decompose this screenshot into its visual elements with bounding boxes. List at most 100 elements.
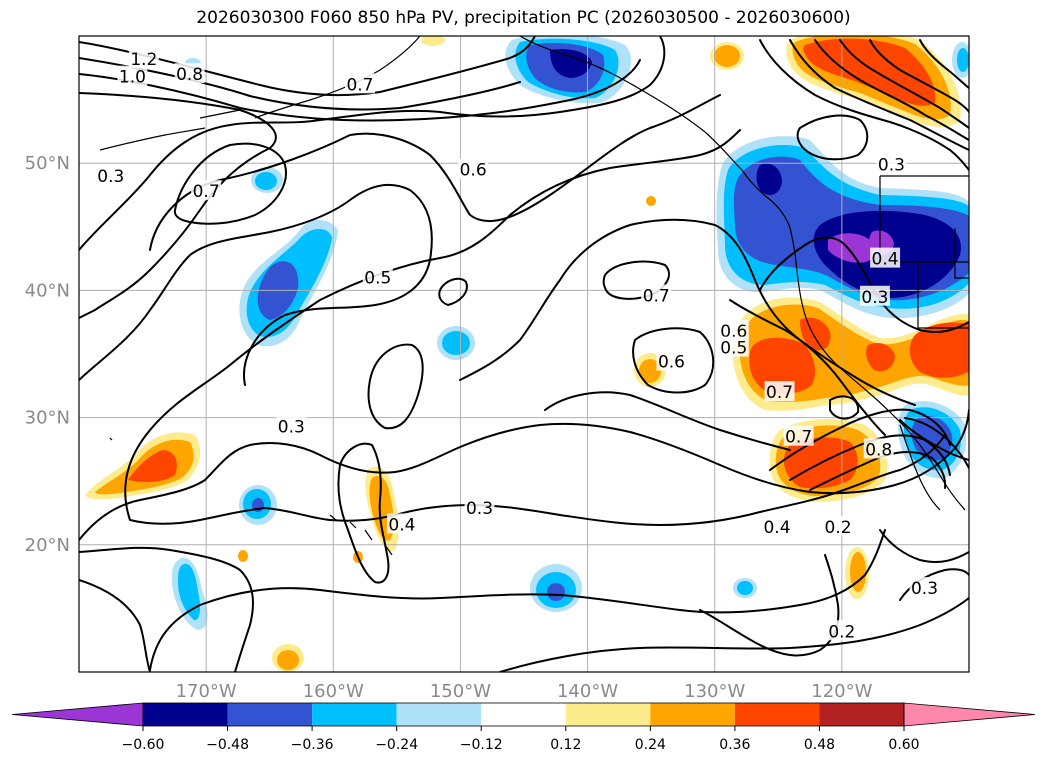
- precip-positive-area: [277, 650, 299, 670]
- contour-label: 0.2: [823, 515, 854, 538]
- contour-label-text: 0.5: [720, 339, 747, 359]
- contour-label-bg: [95, 164, 126, 185]
- pv-contour-line: [79, 57, 521, 111]
- pv-contour-line: [149, 94, 721, 251]
- contour-label-bg: [823, 515, 854, 536]
- contour-label-bg: [718, 320, 749, 341]
- precip-negative-area: [547, 583, 565, 601]
- contour-label-bg: [458, 158, 489, 179]
- contour-label-text: 0.6: [460, 161, 487, 181]
- colorbar-tick-label: 0.24: [635, 737, 666, 753]
- precip-positive-area: [238, 550, 248, 562]
- pv-contour-line: [699, 554, 840, 657]
- contour-labels: 1.21.0 0.8 0.7 0.3 0.7 0.6 0.5 0.7 0.6 0.5 0.3 0.3 0…: [95, 47, 940, 642]
- colorbar-labels: −0.60 −0.48 −0.36 −0.24 −0.12 0.12 0.24 0.36 0.4…: [122, 726, 920, 753]
- latitude-label: 20°N: [25, 535, 70, 556]
- contour-label: 0.7: [764, 381, 795, 403]
- contour-label-bg: [909, 577, 940, 598]
- colorbar-tick-label: −0.48: [206, 737, 249, 753]
- contour-label-bg: [386, 513, 417, 534]
- precip-positive-area: [866, 343, 895, 372]
- latitude-label: 30°N: [25, 408, 70, 429]
- contour-label-text: 0.7: [766, 383, 793, 403]
- pv-contour-line: [149, 529, 886, 671]
- pv-contour-line: [839, 39, 969, 129]
- colorbar-tick-label: 0.48: [804, 737, 835, 753]
- colorbar-bin: [481, 703, 566, 726]
- pv-contour-line: [814, 39, 969, 141]
- pv-contour-line: [904, 417, 969, 469]
- map-frame: [78, 35, 970, 673]
- contour-label: 0.2: [826, 620, 857, 642]
- pv-contour-line: [79, 36, 666, 251]
- colorbar-bin: [734, 703, 820, 726]
- precip-positive-area: [639, 359, 661, 383]
- contour-label-bg: [128, 47, 159, 68]
- colorbar-bin: [143, 703, 228, 726]
- precip-shading: [85, 36, 969, 672]
- contour-label-text: 0.8: [176, 65, 203, 85]
- pv-contour-line: [79, 183, 433, 386]
- pv-contour-line: [829, 395, 860, 420]
- contour-label: 1.2: [128, 47, 159, 70]
- contour-label-text: 0.5: [364, 269, 391, 289]
- pv-contour-line: [79, 59, 641, 122]
- precip-positive-area: [803, 38, 936, 106]
- border: [879, 175, 969, 329]
- colorbar-outline: [142, 702, 905, 727]
- colorbar-bin: [819, 703, 904, 726]
- colorbar-tick-label: −0.60: [122, 737, 165, 753]
- contour-label-text: 0.3: [97, 167, 124, 187]
- contour-label-text: 0.2: [825, 518, 852, 538]
- contour-label: 0.3: [859, 285, 890, 308]
- us-west-coast: [795, 261, 966, 511]
- precip-negative-area: [957, 48, 969, 72]
- contour-label: 0.3: [876, 153, 907, 175]
- contour-label-bg: [718, 336, 749, 357]
- contour-label: 0.3: [464, 496, 495, 519]
- contour-label: 0.7: [783, 425, 814, 448]
- hawaii: [329, 514, 393, 556]
- contour-label-text: 1.2: [130, 50, 157, 70]
- pv-contour-line: [759, 39, 969, 171]
- pv-contour-line: [337, 442, 390, 584]
- latitude-label: 40°N: [25, 280, 70, 301]
- islands-west: [109, 437, 113, 441]
- contour-label-text: 0.7: [346, 75, 373, 95]
- contour-label-bg: [117, 65, 148, 86]
- precip-positive-area: [421, 36, 445, 46]
- contour-label: 0.7: [191, 180, 222, 202]
- colorbar-tick-label: 0.12: [550, 737, 581, 753]
- contour-label-bg: [362, 266, 393, 287]
- contour-label-text: 0.3: [466, 499, 493, 519]
- colorbar-tick-label: −0.36: [291, 737, 334, 753]
- contour-label-bg: [464, 496, 495, 517]
- latitude-label: 50°N: [25, 153, 70, 174]
- pv-contour-line: [759, 236, 969, 333]
- map-title: 2026030300 F060 850 hPa PV, precipitatio…: [196, 8, 851, 28]
- contour-label-bg: [783, 425, 814, 446]
- longitude-label: 140°W: [557, 681, 618, 702]
- contour-label: 0.6: [458, 158, 489, 181]
- precip-negative-area: [756, 163, 782, 195]
- contour-label-bg: [863, 438, 894, 459]
- precip-negative-area: [178, 563, 201, 621]
- precip-positive-area: [128, 450, 177, 483]
- contour-label: 0.5: [362, 266, 393, 289]
- precip-negative-area: [255, 172, 277, 190]
- colorbar-tick-label: −0.24: [375, 737, 418, 753]
- contour-label-text: 0.7: [193, 182, 220, 202]
- pv-contour-line: [79, 579, 151, 672]
- pv-contour-line: [919, 39, 969, 89]
- pv-contour-line: [879, 529, 969, 563]
- contour-label-text: 0.3: [278, 418, 305, 438]
- contour-label: 0.3: [909, 577, 940, 599]
- longitude-label: 150°W: [430, 681, 491, 702]
- latitude-labels: 20°N 30°N 40°N 50°N: [25, 153, 70, 556]
- pv-contour-line: [789, 434, 951, 481]
- contour-label-bg: [826, 620, 857, 641]
- precip-positive-area: [646, 196, 656, 206]
- colorbar-bin: [227, 703, 313, 726]
- contour-label-bg: [191, 180, 222, 201]
